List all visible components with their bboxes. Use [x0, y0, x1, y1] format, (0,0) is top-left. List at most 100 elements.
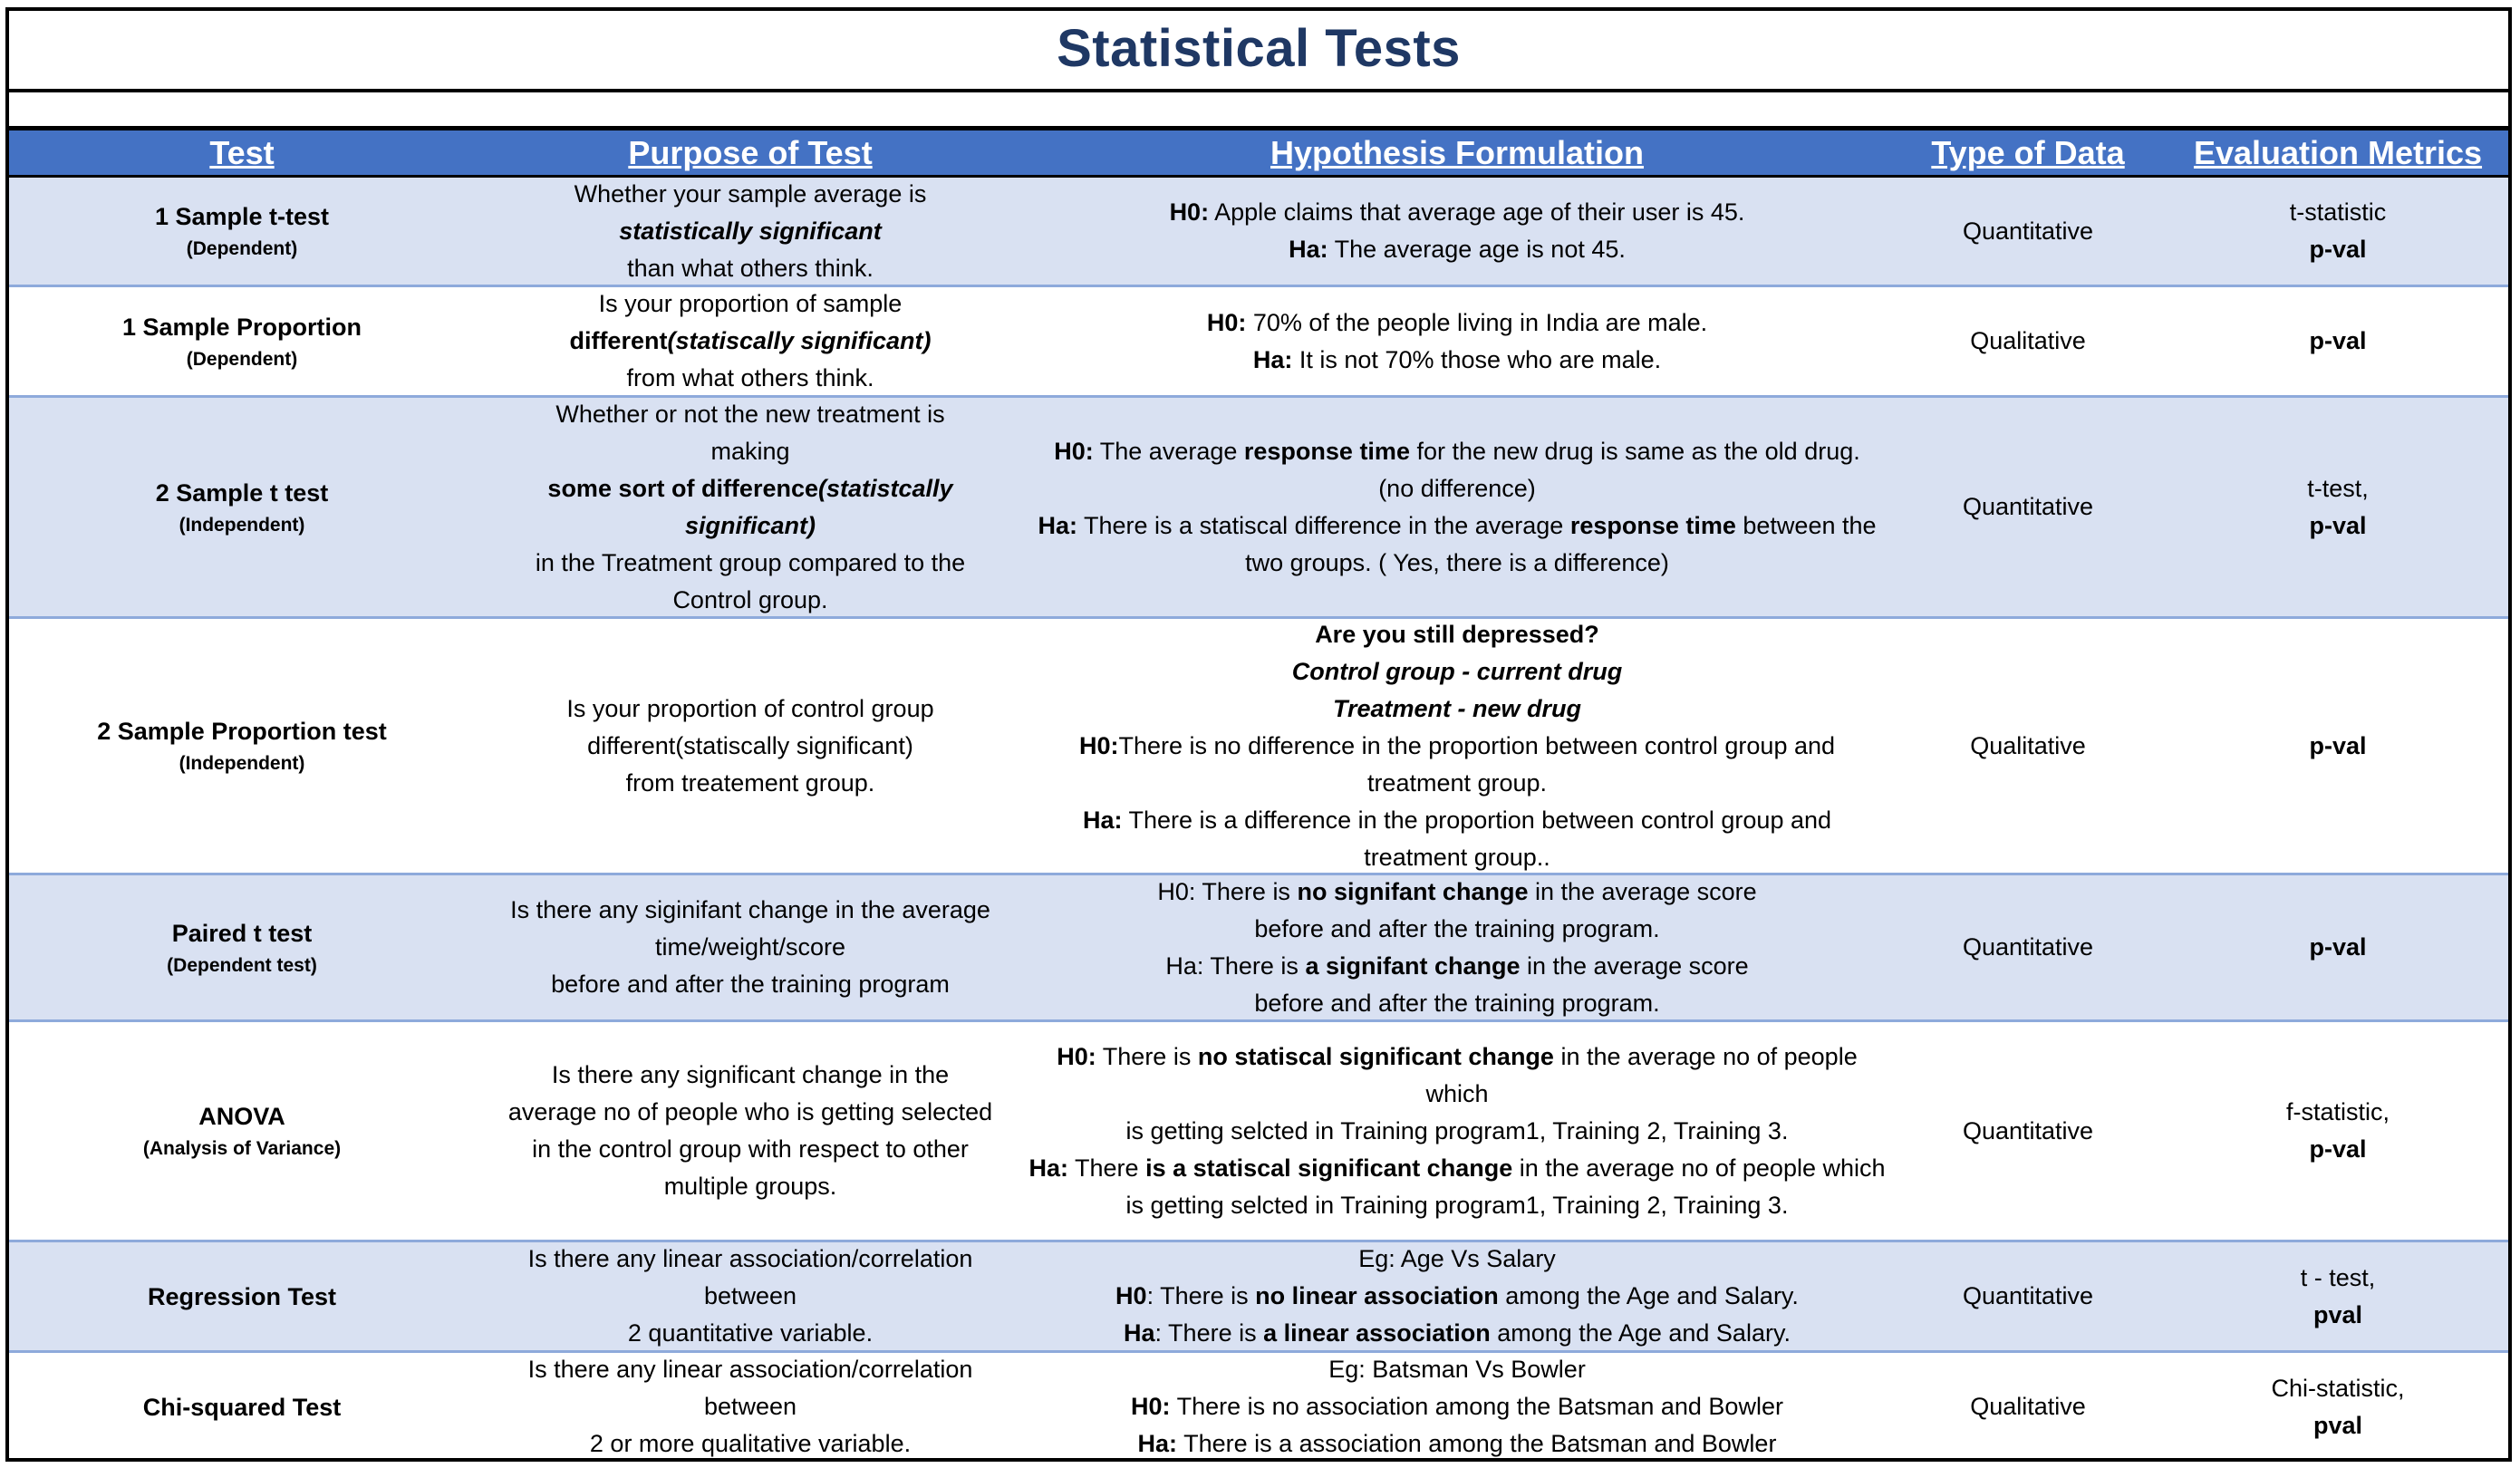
test-name: 1 Sample t-test	[154, 203, 330, 230]
table-row: 1 Sample t-test (Dependent) Whether your s…	[5, 178, 2512, 287]
text-segment: is getting selcted in Training program1,…	[1125, 1191, 1789, 1219]
text-line: H0: The average response time for the ne…	[1054, 433, 1860, 470]
text-segment: Chi-statistic,	[2271, 1374, 2405, 1402]
text-segment: Control group - current drug	[1291, 657, 1623, 685]
test-name: ANOVA	[198, 1103, 285, 1130]
data-type-label: Qualitative	[1970, 1393, 2086, 1420]
text-line: significant)	[685, 507, 816, 545]
text-line: p-val	[2309, 929, 2366, 966]
test-subtitle: (Dependent)	[186, 348, 298, 370]
text-line: p-val	[2309, 507, 2366, 545]
data-type-label: Quantitative	[1962, 1282, 2094, 1309]
text-line: Are you still depressed?	[1315, 616, 1599, 653]
text-line: Control group - current drug	[1292, 653, 1622, 691]
cell-purpose: Is there any linear association/correlat…	[478, 1242, 1022, 1350]
text-line: p-val	[2309, 231, 2366, 268]
cell-metrics: p-val	[2164, 619, 2512, 873]
text-line: Ha: There is a linear association among …	[1124, 1315, 1791, 1352]
table-row: Chi-squared Test Is there any linear asso…	[5, 1353, 2512, 1461]
text-segment: for the new drug is same as the old drug…	[1409, 437, 1860, 465]
text-line: than what others think.	[627, 250, 874, 287]
cell-data-type: Quantitative	[1892, 398, 2164, 616]
cell-purpose: Is there any linear association/correlat…	[478, 1353, 1022, 1461]
text-segment: p-val	[2309, 1135, 2367, 1163]
cell-purpose: Is there any siginifant change in the av…	[478, 875, 1022, 1019]
text-segment: The average	[1093, 437, 1244, 465]
text-segment: Treatment - new drug	[1332, 694, 1582, 722]
cell-purpose: Is your proportion of control group diffe…	[478, 619, 1022, 873]
text-segment: H0:	[1054, 437, 1094, 465]
text-line: Is there any siginifant change in the av…	[510, 892, 990, 929]
cell-test-name: 2 Sample Proportion test (Independent)	[5, 619, 478, 873]
data-type-label: Quantitative	[1962, 493, 2094, 520]
text-line: making	[710, 433, 789, 470]
text-segment: among the Age and Salary.	[1498, 1282, 1799, 1309]
text-segment: no statiscal significant change	[1197, 1042, 1554, 1070]
text-segment: p-val	[2309, 731, 2367, 759]
text-segment: There	[1068, 1154, 1146, 1182]
text-line: 2 or more qualitative variable.	[590, 1425, 911, 1463]
text-line: Whether your sample average is	[574, 176, 927, 213]
text-line: f-statistic,	[2286, 1094, 2390, 1131]
text-segment: Apple claims that average age of their u…	[1209, 198, 1745, 226]
table-row: ANOVA (Analysis of Variance) Is there any …	[5, 1022, 2512, 1242]
test-name: Chi-squared Test	[142, 1393, 342, 1421]
text-segment: p-val	[2309, 933, 2367, 961]
text-line: statistically significant	[619, 213, 882, 250]
text-segment: treatment group.	[1366, 768, 1548, 797]
text-line: Control group.	[672, 582, 827, 619]
text-segment: (statistcally	[818, 474, 953, 502]
text-line: Ha: The average age is not 45.	[1289, 231, 1626, 268]
text-segment: Is your proportion of sample	[598, 290, 903, 317]
table-header: Test Purpose of Test Hypothesis Formulat…	[5, 130, 2512, 178]
text-segment: 2 quantitative variable.	[627, 1319, 874, 1347]
text-line: H0: 70% of the people living in India ar…	[1207, 304, 1707, 342]
text-line: Ha: There is a association among the Bat…	[1138, 1425, 1777, 1463]
cell-data-type: Quantitative	[1892, 178, 2164, 285]
text-segment: two groups. ( Yes, there is a difference…	[1245, 548, 1669, 576]
text-segment: Ha:	[1137, 1430, 1178, 1457]
cell-data-type: Qualitative	[1892, 1353, 2164, 1461]
text-line: is getting selcted in Training program1,…	[1126, 1187, 1789, 1224]
text-segment: is a statiscal significant change	[1145, 1154, 1513, 1182]
text-line: Eg: Batsman Vs Bowler	[1328, 1351, 1586, 1388]
text-line: between	[704, 1388, 797, 1425]
text-segment: in the average no of people	[1553, 1042, 1858, 1070]
text-segment: H0:	[1057, 1042, 1096, 1070]
text-segment: Are you still depressed?	[1315, 620, 1599, 648]
text-line: time/weight/score	[655, 929, 845, 966]
text-segment: Ha: There is	[1165, 951, 1306, 980]
cell-metrics: p-val	[2164, 287, 2512, 395]
cell-hypothesis: Eg: Age Vs Salary H0: There is no linear …	[1022, 1242, 1892, 1350]
cell-metrics: f-statistic, p-val	[2164, 1022, 2512, 1240]
text-segment: Ha:	[1028, 1154, 1068, 1182]
cell-metrics: t-test, p-val	[2164, 398, 2512, 616]
text-line: treatment group..	[1364, 839, 1550, 876]
text-segment: t - test,	[2300, 1263, 2376, 1291]
text-line: Eg: Age Vs Salary	[1358, 1241, 1556, 1278]
header-hypothesis: Hypothesis Formulation	[1270, 133, 1645, 171]
cell-test-name: Regression Test	[5, 1242, 478, 1350]
text-segment: Is there any siginifant change in the av…	[510, 896, 990, 923]
text-segment: H0:	[1131, 1393, 1171, 1420]
text-line: different(statiscally significant)	[587, 728, 913, 765]
test-name: Paired t test	[171, 919, 313, 947]
cell-metrics: t - test, pval	[2164, 1242, 2512, 1350]
text-segment: some sort of difference	[547, 474, 818, 502]
text-line: H0: There is no statiscal significant ch…	[1057, 1038, 1857, 1076]
text-line: p-val	[2309, 323, 2366, 360]
cell-data-type: Qualitative	[1892, 619, 2164, 873]
text-line: H0: There is no association among the Ba…	[1131, 1388, 1783, 1425]
text-line: average no of people who is getting sele…	[508, 1094, 992, 1131]
page-title: Statistical Tests	[1057, 18, 1461, 78]
text-segment: The average age is not 45.	[1328, 236, 1626, 263]
text-segment: making	[710, 437, 790, 465]
header-metrics: Evaluation Metrics	[2193, 133, 2483, 171]
text-segment: : There is	[1146, 1282, 1256, 1309]
text-line: in the control group with respect to oth…	[532, 1131, 969, 1168]
test-subtitle: (Independent)	[179, 514, 305, 536]
text-line: t-test,	[2307, 470, 2369, 507]
test-name: 1 Sample Proportion	[121, 313, 362, 341]
text-segment: There is no difference in the proportion…	[1118, 731, 1836, 759]
text-line: 2 quantitative variable.	[628, 1315, 873, 1352]
